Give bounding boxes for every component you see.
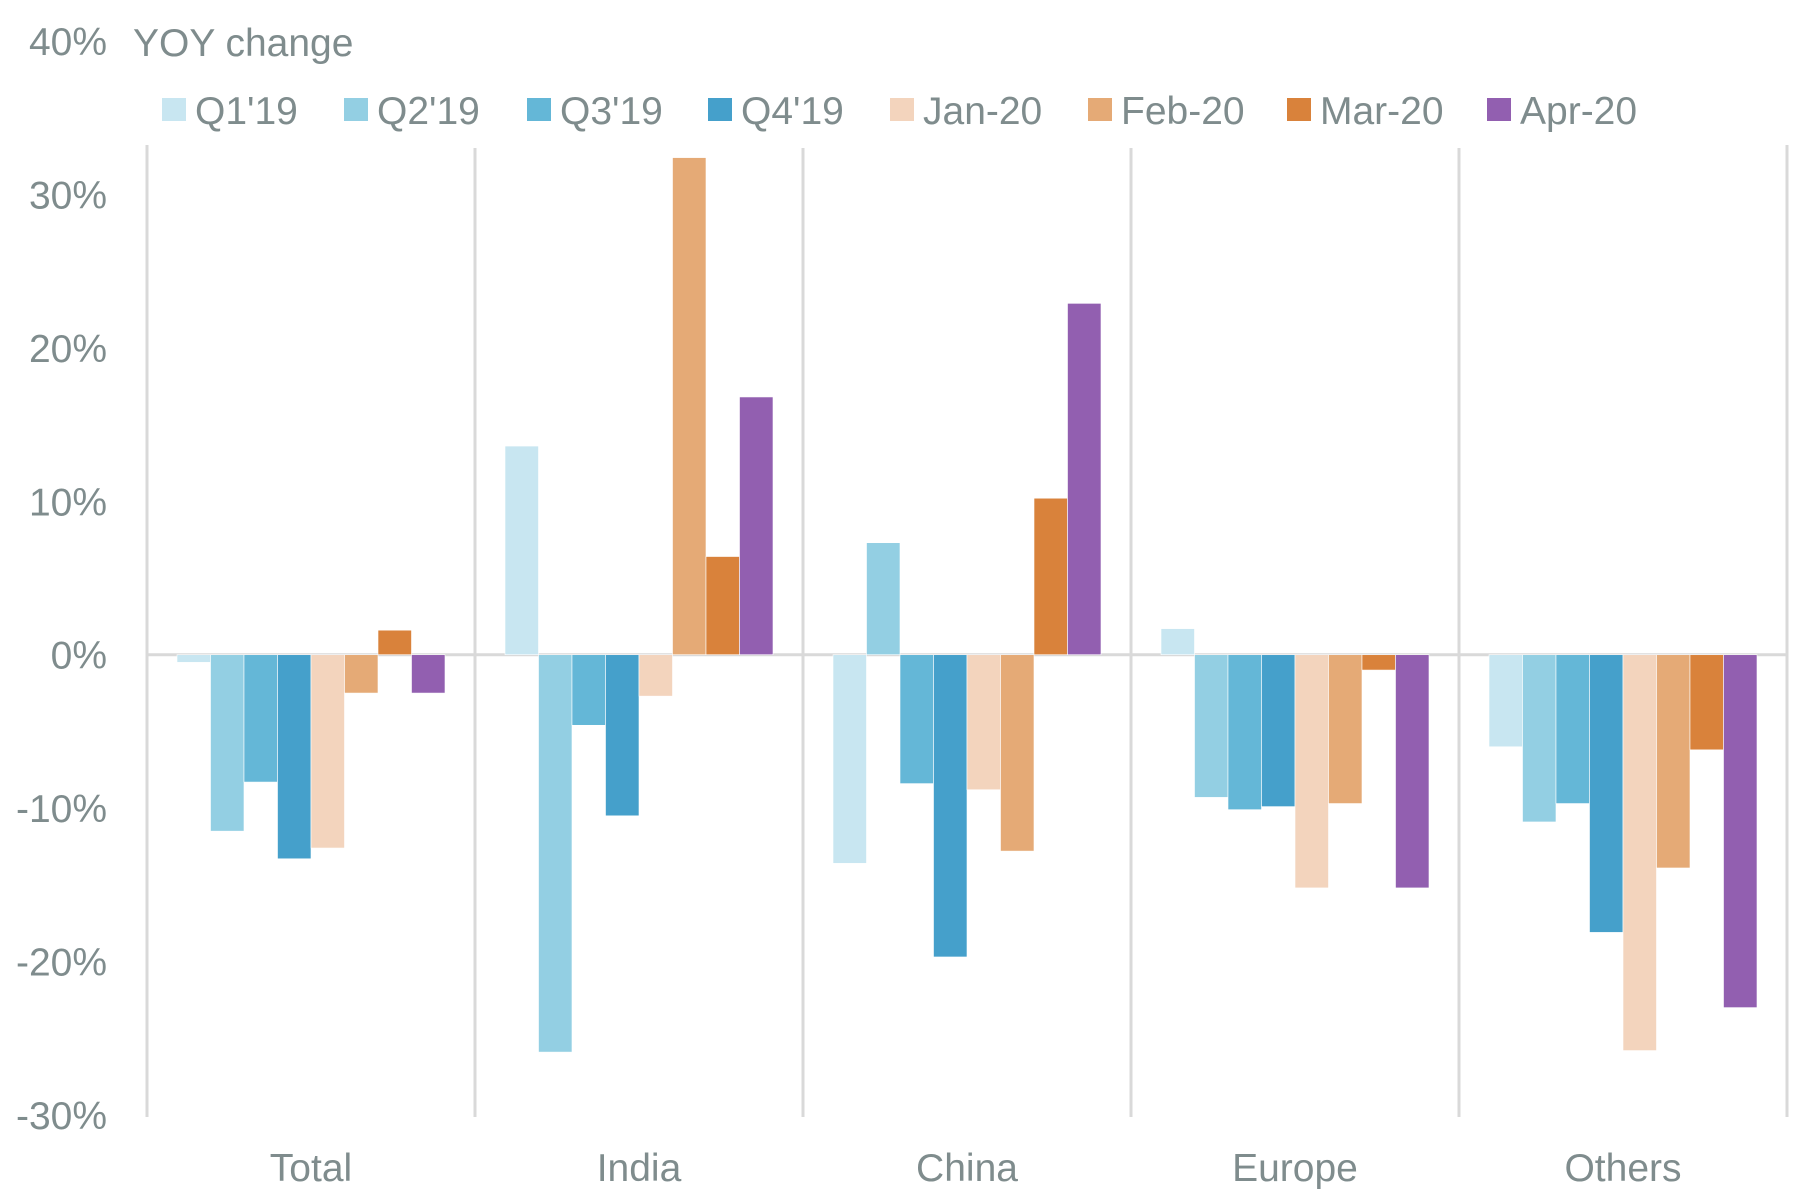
legend-label: Q2'19 <box>377 90 480 133</box>
bar-group-total <box>176 629 446 860</box>
y-tick-label: -20% <box>16 942 107 985</box>
bar-india-jan-20 <box>638 654 673 697</box>
bar-india-feb-20 <box>672 157 707 656</box>
bar-china-apr-20 <box>1067 303 1102 656</box>
legend-label: Q1'19 <box>195 90 298 133</box>
bar-india-mar-20 <box>705 556 740 656</box>
legend-swatch <box>162 98 186 121</box>
y-tick-label: -30% <box>16 1095 107 1138</box>
bar-total-q2-19 <box>210 654 245 832</box>
legend-item: Q3'19 <box>527 90 663 133</box>
bar-others-apr-20 <box>1723 654 1758 1008</box>
bar-europe-q3-19 <box>1227 654 1262 810</box>
bar-others-q2-19 <box>1522 654 1557 823</box>
bars <box>176 157 1758 1053</box>
bar-china-q4-19 <box>933 654 968 958</box>
legend-swatch <box>527 98 551 121</box>
bar-europe-feb-20 <box>1328 654 1363 804</box>
legend-swatch <box>1487 98 1511 121</box>
legend-item: Q1'19 <box>162 90 298 133</box>
bar-china-feb-20 <box>1000 654 1035 852</box>
bar-europe-mar-20 <box>1361 654 1396 671</box>
bar-total-apr-20 <box>411 654 446 694</box>
bar-europe-q1-19 <box>1160 628 1195 656</box>
legend: Q1'19 Q2'19 Q3'19 Q4'19 Jan-20 Feb-20 Mar-20 Ap… <box>150 72 1650 148</box>
bar-india-apr-20 <box>739 396 774 656</box>
legend-label: Mar-20 <box>1320 90 1444 133</box>
bar-others-q4-19 <box>1589 654 1624 933</box>
category-separators <box>145 145 1789 1117</box>
bar-china-jan-20 <box>966 654 1001 791</box>
legend-label: Q3'19 <box>560 90 663 133</box>
bar-others-mar-20 <box>1689 654 1724 751</box>
bar-europe-jan-20 <box>1294 654 1329 889</box>
x-category-label: Others <box>1564 1147 1681 1190</box>
bar-total-mar-20 <box>377 629 412 656</box>
y-tick-label: -10% <box>16 788 107 831</box>
y-tick-label: 0% <box>51 635 107 678</box>
legend-swatch <box>1287 98 1311 121</box>
legend-swatch <box>708 98 732 121</box>
bar-india-q3-19 <box>571 654 606 726</box>
y-tick-label: 10% <box>29 481 107 524</box>
x-category-label: China <box>916 1147 1018 1190</box>
y-tick-label: 20% <box>29 328 107 371</box>
bar-china-q2-19 <box>866 542 901 656</box>
bar-india-q2-19 <box>538 654 573 1053</box>
bar-others-q3-19 <box>1555 654 1590 804</box>
legend-label: Q4'19 <box>741 90 844 133</box>
x-axis-categories: Total India China Europe Others <box>270 1147 1682 1190</box>
bar-europe-q2-19 <box>1194 654 1229 798</box>
legend-item: Jan-20 <box>890 90 1042 133</box>
legend-swatch <box>1088 98 1112 121</box>
legend-item: Apr-20 <box>1487 90 1637 133</box>
bar-europe-q4-19 <box>1261 654 1296 807</box>
bar-india-q4-19 <box>605 654 640 817</box>
bar-total-q1-19 <box>176 654 211 663</box>
bar-group-europe <box>1160 628 1430 889</box>
legend-label: Jan-20 <box>923 90 1042 133</box>
bar-group-china <box>832 303 1102 958</box>
y-tick-label: 30% <box>29 174 107 217</box>
bar-group-india <box>504 157 774 1053</box>
x-category-label: Europe <box>1232 1147 1358 1190</box>
y-axis-ticks: 40% 30% 20% 10% 0% -10% -20% -30% <box>16 21 107 1138</box>
bar-total-feb-20 <box>344 654 379 694</box>
legend-swatch <box>890 98 914 121</box>
bar-china-q3-19 <box>899 654 934 784</box>
legend-item: Feb-20 <box>1088 90 1245 133</box>
bar-others-feb-20 <box>1656 654 1691 869</box>
bar-total-q3-19 <box>243 654 278 783</box>
legend-item: Mar-20 <box>1287 90 1444 133</box>
x-category-label: Total <box>270 1147 352 1190</box>
bar-others-jan-20 <box>1622 654 1657 1051</box>
bar-group-others <box>1488 654 1758 1051</box>
x-category-label: India <box>597 1147 682 1190</box>
bar-total-q4-19 <box>277 654 312 860</box>
bar-total-jan-20 <box>310 654 345 849</box>
legend-item: Q4'19 <box>708 90 844 133</box>
bar-india-q1-19 <box>504 445 539 656</box>
bar-china-mar-20 <box>1033 497 1068 656</box>
y-tick-label: 40% <box>29 21 107 64</box>
bar-europe-apr-20 <box>1395 654 1430 889</box>
legend-label: Feb-20 <box>1121 90 1245 133</box>
legend-item: Q2'19 <box>344 90 480 133</box>
legend-label: Apr-20 <box>1520 90 1637 133</box>
y-axis-label: YOY change <box>133 22 353 65</box>
bar-others-q1-19 <box>1488 654 1523 748</box>
legend-swatch <box>344 98 368 121</box>
bar-china-q1-19 <box>832 654 867 864</box>
